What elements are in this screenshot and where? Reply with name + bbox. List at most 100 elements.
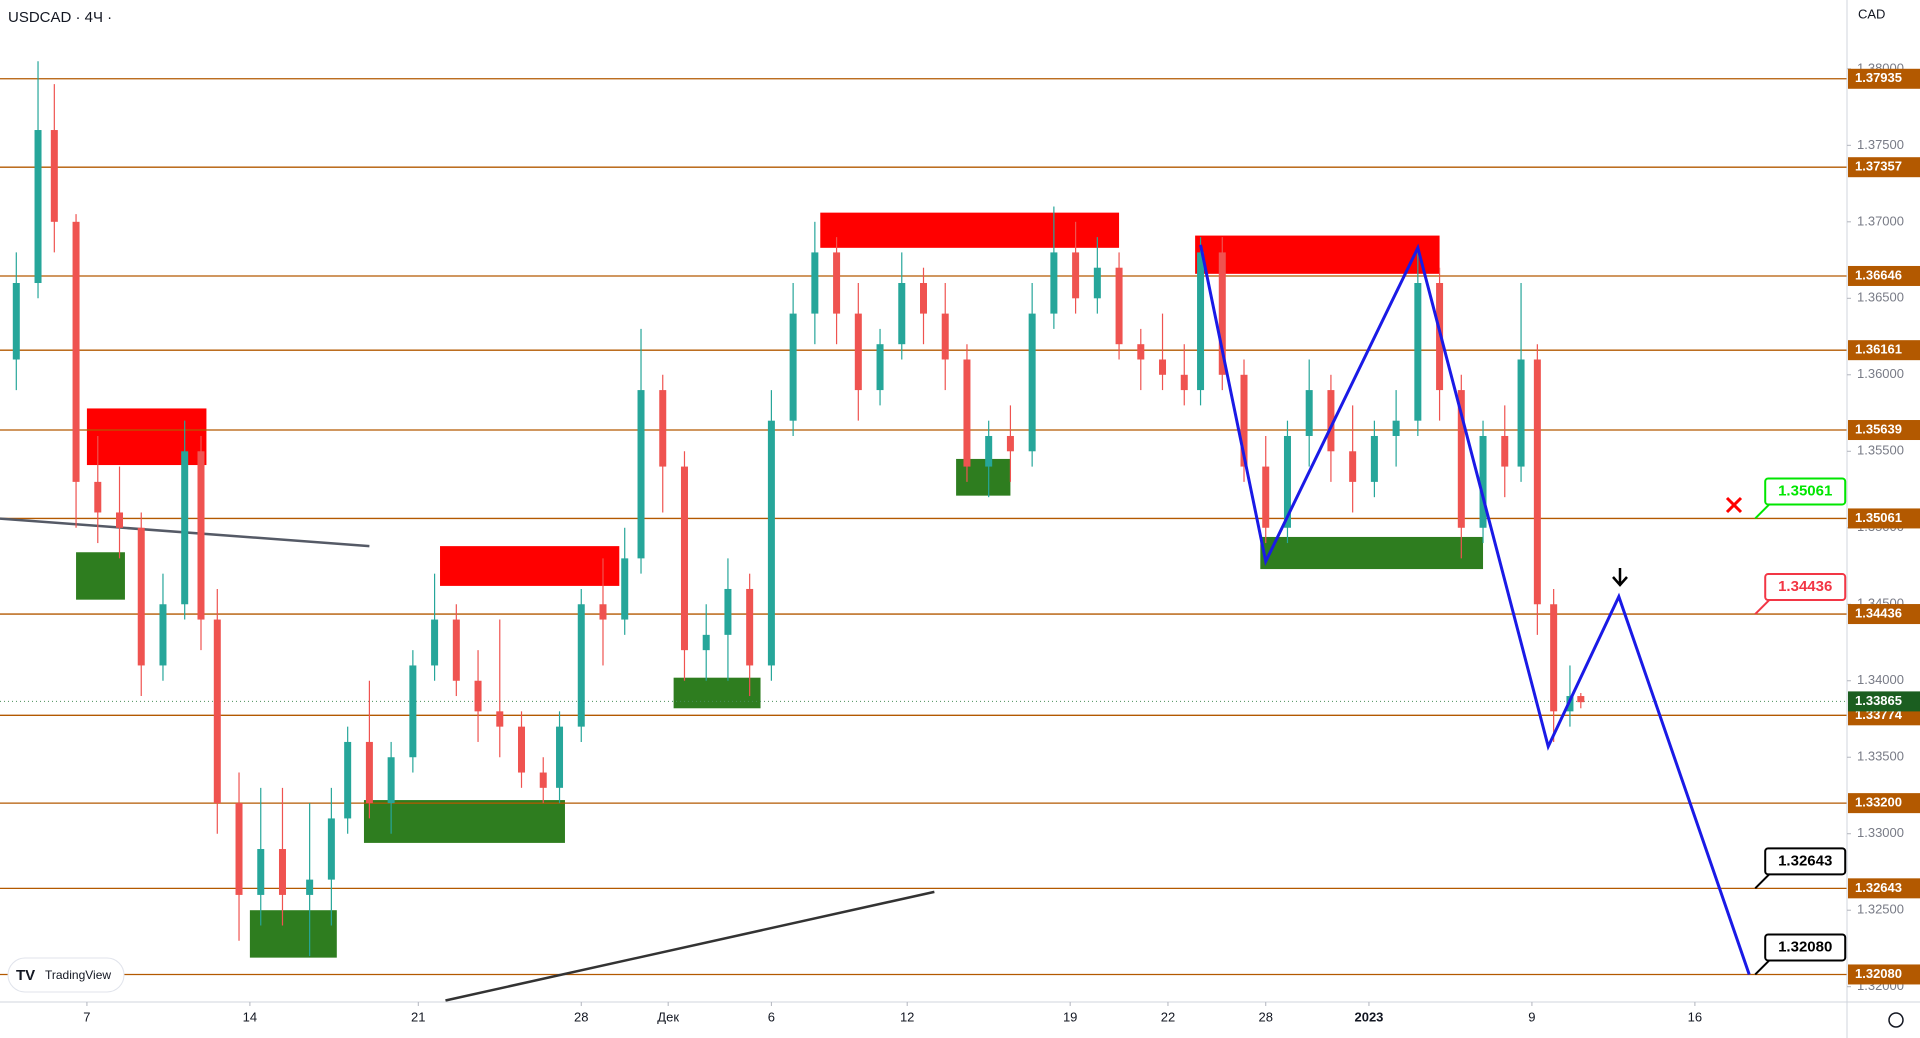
y-tick-label: 1.37000 [1857, 213, 1904, 228]
candle-body [1218, 252, 1226, 375]
brand-badge[interactable]: TV TradingView [7, 957, 125, 993]
candle-body [599, 604, 607, 620]
candle-body [137, 527, 145, 666]
callout-box [1764, 847, 1847, 876]
candle-body [1028, 313, 1036, 452]
candle-body [72, 221, 80, 482]
candle-body [1327, 390, 1335, 452]
candle-body [1501, 435, 1509, 467]
y-tick-label: 1.34000 [1857, 672, 1904, 687]
zone [249, 910, 337, 958]
price-callout: 1.32080 [1754, 933, 1847, 976]
candle-body [50, 130, 58, 222]
candle-body [833, 252, 841, 314]
candle-body [746, 588, 754, 666]
candle-body [702, 634, 710, 651]
level-label-box [1848, 157, 1920, 178]
level-label: 1.37357 [1855, 159, 1902, 174]
candle-body [1305, 390, 1313, 436]
callout-pointer [1754, 503, 1770, 520]
candle-body [181, 451, 189, 605]
candle-body [12, 283, 20, 360]
candle-body [1414, 283, 1422, 421]
candle-body [1479, 435, 1487, 528]
callout-box [1764, 477, 1847, 506]
level-label-box [1848, 604, 1920, 625]
y-tick-label: 1.35500 [1857, 443, 1904, 458]
level-label-box [1848, 340, 1920, 361]
candle-body [197, 451, 205, 620]
candle-body [724, 588, 732, 635]
brand-name: TradingView [45, 968, 111, 982]
settings-icon[interactable] [1888, 1012, 1904, 1028]
x-tick-label: 14 [243, 1009, 257, 1024]
down-arrow [1612, 568, 1628, 587]
level-label: 1.35639 [1855, 421, 1902, 436]
zone [76, 552, 125, 600]
x-tick-label: 6 [768, 1009, 775, 1024]
candle-body [1180, 374, 1188, 391]
level-label: 1.32080 [1855, 966, 1902, 981]
y-tick-label: 1.33500 [1857, 749, 1904, 764]
candle-body [94, 481, 102, 513]
candle-body [34, 130, 42, 284]
x-tick-label: 9 [1528, 1009, 1535, 1024]
candle-body [235, 803, 243, 895]
y-tick-label: 1.32500 [1857, 902, 1904, 917]
candle-body [789, 313, 797, 421]
candle-body [637, 390, 645, 559]
level-label: 1.33200 [1855, 795, 1902, 810]
candle-body [854, 313, 862, 391]
candle-body [1577, 696, 1585, 703]
candle-body [365, 741, 373, 804]
candle-body [452, 619, 460, 681]
candle-body [257, 849, 265, 895]
callout-label: 1.32080 [1778, 938, 1832, 955]
candle-body [1370, 435, 1378, 482]
zone [86, 408, 207, 466]
level-label-box [1848, 964, 1920, 985]
currency[interactable]: CAD [1858, 6, 1885, 21]
candle-body [1349, 451, 1357, 482]
y-tick-label: 1.33000 [1857, 825, 1904, 840]
candle-body [898, 283, 906, 345]
zone [440, 546, 620, 586]
price-callout: 1.34436 [1754, 573, 1847, 615]
candle-body [539, 772, 547, 788]
callout-pointer [1754, 599, 1770, 615]
level-label-box [1848, 68, 1920, 89]
x-tick-label: 19 [1063, 1009, 1077, 1024]
candle-body [680, 466, 688, 651]
candle-body [1392, 420, 1400, 436]
brand-box [7, 957, 125, 993]
cancel-mark [1725, 496, 1743, 514]
level-label: 1.35061 [1855, 510, 1902, 525]
level-label-box [1848, 878, 1920, 899]
y-tick-label: 1.36000 [1857, 366, 1904, 381]
candle-body [1283, 435, 1291, 528]
zone [363, 800, 565, 843]
trendline [445, 890, 935, 1002]
candle-body [811, 252, 819, 314]
callout-box [1764, 933, 1847, 962]
candle-body [659, 390, 667, 467]
candle-body [409, 665, 417, 758]
candle-body [387, 757, 395, 804]
y-tick-label: 1.36500 [1857, 290, 1904, 305]
plot [0, 61, 1847, 1002]
last-price-label: 1.33865 [1855, 693, 1902, 708]
candle-body [431, 619, 439, 666]
candle-body [496, 711, 504, 727]
candle-body [518, 726, 526, 773]
candle-body [621, 558, 629, 620]
x-tick-label: 7 [83, 1009, 90, 1024]
candle-body [963, 359, 971, 467]
x-tick-label: 2023 [1354, 1009, 1383, 1024]
candle-body [920, 283, 927, 314]
level-label-box [1848, 508, 1920, 529]
candle-body [116, 512, 124, 528]
symbol-title[interactable]: USDCAD · 4Ч · [8, 9, 112, 26]
candle-body [577, 604, 585, 727]
callout-label: 1.34436 [1778, 578, 1832, 595]
candle-body [1137, 344, 1145, 360]
